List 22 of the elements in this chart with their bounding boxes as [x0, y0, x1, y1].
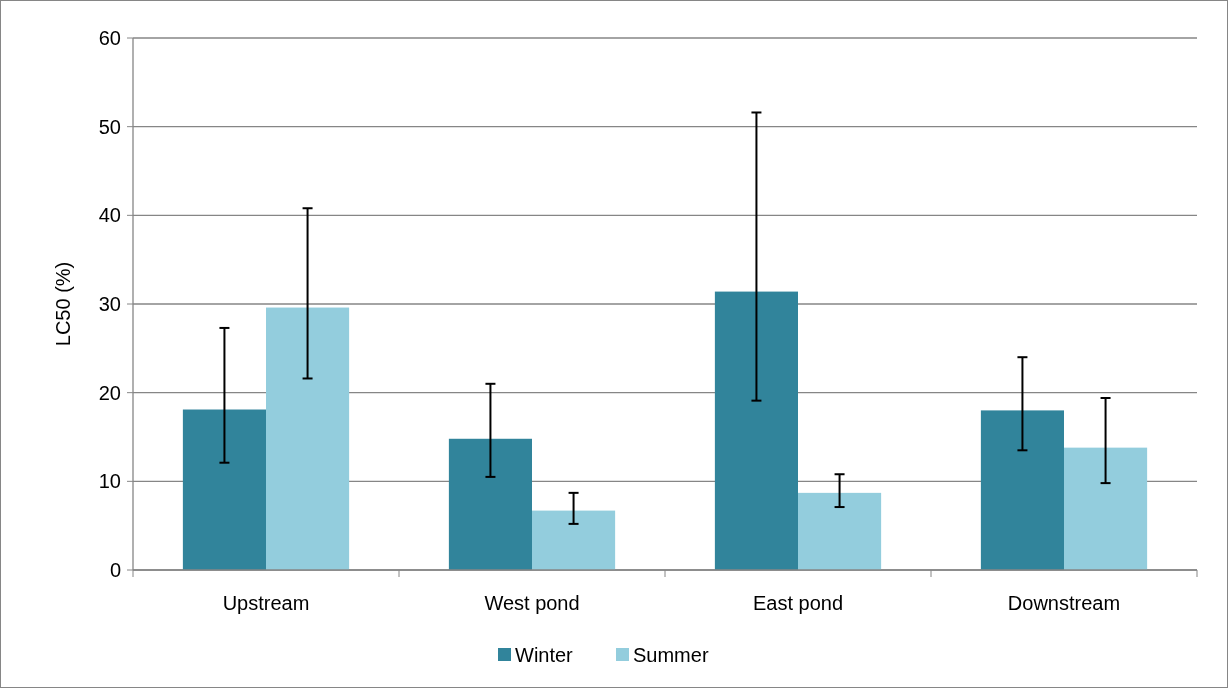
bar [980, 410, 1064, 570]
y-tick-label: 10 [98, 470, 121, 493]
bar [714, 291, 798, 570]
y-tick-label: 50 [98, 115, 121, 138]
x-tick-label: Downstream [1007, 592, 1121, 614]
bar [182, 409, 266, 570]
bar [266, 307, 350, 570]
bar [798, 492, 882, 570]
y-tick-label: 30 [98, 293, 121, 315]
legend-label: Winter [515, 644, 574, 666]
legend-label: Summer [633, 644, 709, 666]
x-tick-label: East pond [752, 592, 844, 614]
y-tick-label: 20 [98, 381, 121, 404]
bar [532, 510, 616, 570]
y-tick-label: 0 [109, 559, 121, 581]
bar [1064, 447, 1148, 570]
bar [448, 438, 532, 570]
y-tick-label: 60 [98, 27, 121, 49]
y-tick-label: 40 [98, 204, 121, 227]
x-tick-label: West pond [484, 592, 580, 614]
y-axis-title: LC50 (%) [52, 261, 74, 347]
x-tick-label: Upstream [222, 592, 310, 614]
